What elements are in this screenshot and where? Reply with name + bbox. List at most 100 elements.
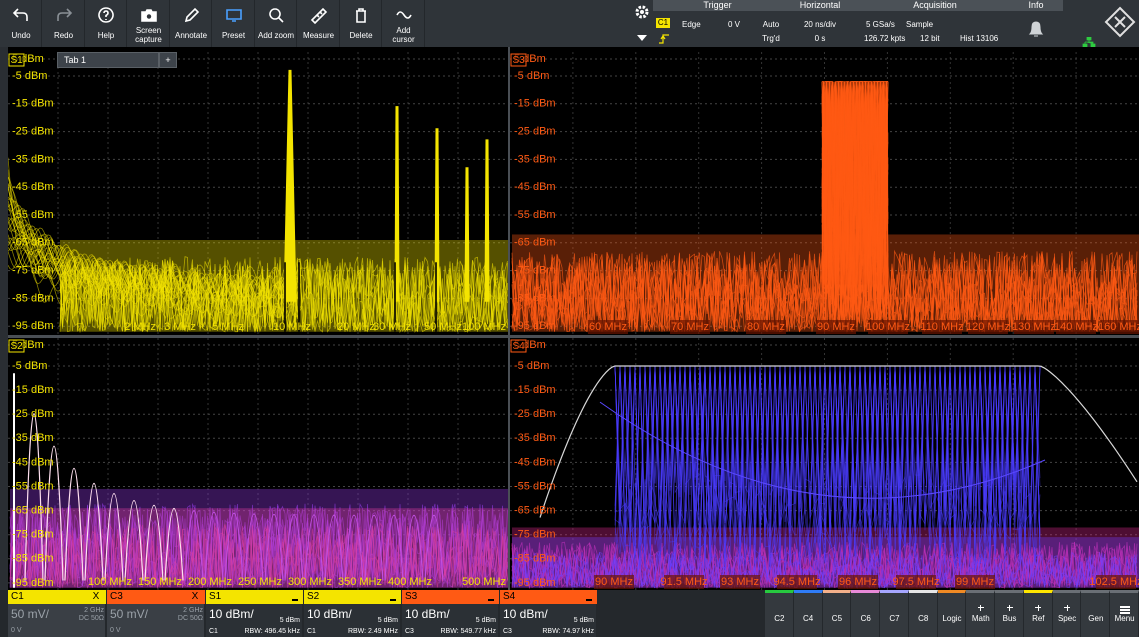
toolbar-button[interactable]: Preset — [213, 0, 255, 47]
channel-box[interactable]: C3 X 50 mV/2 GHz DC 50Ω 0 V — [107, 590, 205, 637]
noise-trace — [59, 256, 508, 333]
channel-close: X — [191, 591, 199, 602]
icon — [659, 34, 669, 44]
y-axis-label: -85 dBm — [12, 292, 54, 304]
channel-header: C3 X — [107, 590, 205, 604]
x-label-box — [746, 320, 786, 334]
button-label: Screen capture — [135, 26, 162, 44]
side-button[interactable]: Math — [966, 590, 996, 637]
icon — [98, 7, 114, 23]
side-button[interactable]: Menu — [1110, 590, 1139, 637]
spectrum-panel: 5 dBm-5 dBm-15 dBm-25 dBm-35 dBm-45 dBm-… — [8, 338, 508, 590]
rolloff-trace — [8, 234, 299, 299]
icon-shape — [184, 7, 200, 23]
side-button[interactable]: Bus — [995, 590, 1024, 637]
icon-shape — [269, 8, 284, 23]
y-axis-label: -65 dBm — [12, 237, 54, 249]
spectrum-box[interactable]: S1 10 dBm/5 dBm C1 RBW: 496.45 kHz — [206, 590, 303, 637]
side-button[interactable]: C8 — [908, 590, 938, 637]
info-bell[interactable] — [1026, 18, 1046, 40]
x-axis-label: 5 MHz — [212, 321, 244, 333]
x-label-box — [955, 575, 995, 589]
spectrum-panel: 5 dBm-5 dBm-15 dBm-25 dBm-35 dBm-45 dBm-… — [510, 52, 1139, 335]
noise-trace — [9, 522, 508, 589]
edge-icon — [658, 32, 670, 44]
channel-header: C1 X — [8, 590, 106, 604]
side-button[interactable]: C7 — [880, 590, 909, 637]
channel-box[interactable]: C1 X 50 mV/2 GHz DC 50Ω 0 V — [8, 590, 106, 637]
panel-title: Trigger — [703, 0, 732, 10]
side-button[interactable]: Gen — [1081, 590, 1111, 637]
y-axis-label: -5 dBm — [12, 360, 47, 372]
status-header-strip — [653, 0, 1063, 11]
side-button[interactable]: Ref — [1023, 590, 1053, 637]
toolbar-button[interactable]: Undo — [0, 0, 42, 47]
y-axis-label: -65 dBm — [514, 505, 556, 517]
rolloff-trace — [8, 249, 299, 304]
x-axis-label: 10 MHz — [273, 321, 311, 333]
icon-shape — [56, 8, 72, 21]
x-axis-label: 3 MHz — [164, 321, 196, 333]
side-button[interactable]: C5 — [822, 590, 852, 637]
icon — [1104, 6, 1136, 38]
acq-mode: Sample — [906, 20, 934, 29]
x-axis-label: 100 MHz — [462, 321, 506, 333]
icon — [1082, 36, 1096, 48]
divider — [508, 47, 510, 590]
notch — [284, 262, 286, 332]
settings-button[interactable] — [632, 3, 652, 43]
side-button[interactable]: C4 — [793, 590, 823, 637]
spectrum-name: S1 — [209, 591, 222, 602]
harmonic — [344, 514, 364, 581]
menu-bar — [1119, 612, 1130, 614]
x-axis-label: 400 MHz — [388, 576, 432, 588]
x-axis-label: 60 MHz — [589, 321, 627, 333]
tab[interactable]: Tab 1 — [57, 52, 159, 68]
minimize-mark — [586, 599, 592, 601]
toolbar-button[interactable]: Redo — [43, 0, 85, 47]
channel-coupling: DC 50Ω — [177, 615, 203, 622]
spectrum-reference: 5 dBm — [377, 617, 398, 624]
toolbar-button[interactable]: Add zoom — [255, 0, 297, 47]
x-axis-label: 96 MHz — [839, 576, 877, 588]
side-button[interactable]: C6 — [851, 590, 881, 637]
side-button-label: Bus — [1002, 614, 1017, 623]
panel-label: S1 — [11, 55, 24, 66]
x-label-box — [664, 575, 704, 589]
toolbar-button[interactable]: Add cursor — [383, 0, 425, 47]
button-label: Delete — [349, 31, 373, 40]
spectrum-box[interactable]: S2 10 dBm/5 dBm C1 RBW: 2.49 MHz — [304, 590, 401, 637]
side-button-label: C7 — [889, 614, 900, 623]
toolbar-button[interactable]: Annotate — [170, 0, 212, 47]
add-tab[interactable]: + — [159, 52, 177, 68]
spectrum-box[interactable]: S3 10 dBm/5 dBm C3 RBW: 549.77 kHz — [402, 590, 499, 637]
harmonic — [224, 512, 244, 581]
harmonic — [404, 514, 424, 581]
spur — [394, 106, 400, 302]
x-axis-label: 100 MHz — [88, 576, 132, 588]
side-button[interactable]: C2 — [765, 590, 794, 637]
spectrum-rbw: RBW: 549.77 kHz — [440, 628, 496, 635]
y-axis-label: -15 dBm — [12, 98, 54, 110]
side-button[interactable]: Logic — [937, 590, 967, 637]
toolbar-button[interactable]: Screen capture — [128, 0, 170, 47]
toolbar-button[interactable]: Measure — [298, 0, 340, 47]
toolbar-button[interactable]: Help — [85, 0, 127, 47]
icon-shape — [395, 11, 412, 19]
side-button[interactable]: Spec — [1052, 590, 1082, 637]
button-label: Preset — [221, 31, 246, 40]
x-label-box — [777, 575, 817, 589]
plot-area: 5 dBm-5 dBm-15 dBm-25 dBm-35 dBm-45 dBm-… — [510, 52, 1139, 335]
x-axis-label: 140 MHz — [1054, 321, 1098, 333]
toolbar-button[interactable]: Delete — [340, 0, 382, 47]
x-label-box — [1014, 320, 1054, 334]
x-axis-label: 250 MHz — [238, 576, 282, 588]
spectrum-box[interactable]: S4 10 dBm/5 dBm C3 RBW: 74.97 kHz — [500, 590, 597, 637]
side-button-label: Menu — [1114, 614, 1135, 623]
y-axis-label: -55 dBm — [12, 209, 54, 221]
tab-label: Tab 1 — [64, 55, 87, 65]
panel-title: Horizontal — [799, 0, 841, 10]
y-axis-label: -75 dBm — [12, 265, 54, 277]
x-axis-label: 160 MHz — [1098, 321, 1139, 333]
network-icon — [1082, 34, 1096, 48]
